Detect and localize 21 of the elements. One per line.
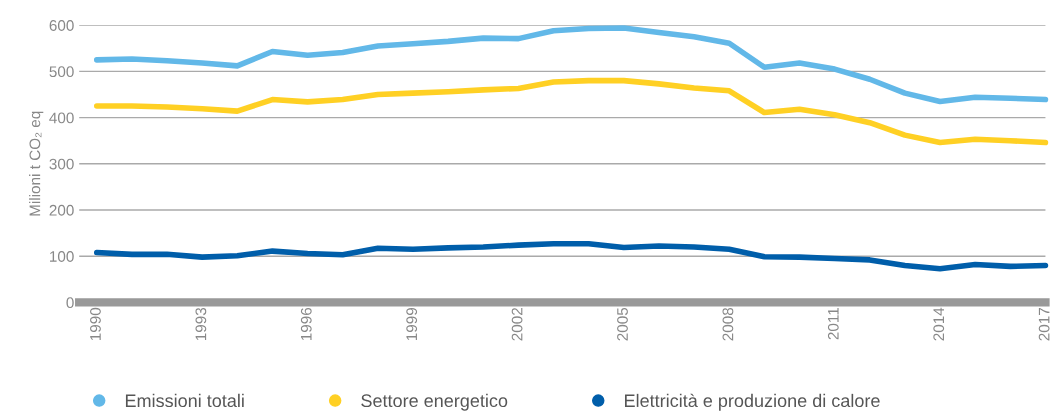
y-tick-label: 300 <box>49 158 74 170</box>
legend-label: Elettricità e produzione di calore <box>625 393 880 411</box>
x-tick-label: 1996 <box>300 307 312 341</box>
y-tick-label: 200 <box>49 204 74 216</box>
x-tick-label: 1993 <box>195 307 207 341</box>
y-axis-title: Milioni t CO₂ eq <box>29 111 44 216</box>
x-tick-label: 1990 <box>90 307 101 341</box>
x-tick-label: 2014 <box>933 307 945 341</box>
x-tick-label: 2017 <box>1038 308 1050 341</box>
x-tick-label: 2002 <box>511 308 523 341</box>
y-tick-label: 0 <box>66 297 74 309</box>
y-tick-label: 400 <box>49 112 74 124</box>
legend-label: Emissioni totali <box>125 393 244 408</box>
x-tick-label: 1999 <box>406 307 418 341</box>
x-tick-label: 2008 <box>722 307 734 341</box>
y-tick-label: 600 <box>49 20 74 31</box>
legend-label: Settore energetico <box>361 393 508 411</box>
y-tick-label: 500 <box>49 66 74 78</box>
x-tick-label: 2005 <box>617 307 628 341</box>
y-tick-label: 100 <box>50 251 74 262</box>
x-tick-label: 2011 <box>827 308 839 340</box>
